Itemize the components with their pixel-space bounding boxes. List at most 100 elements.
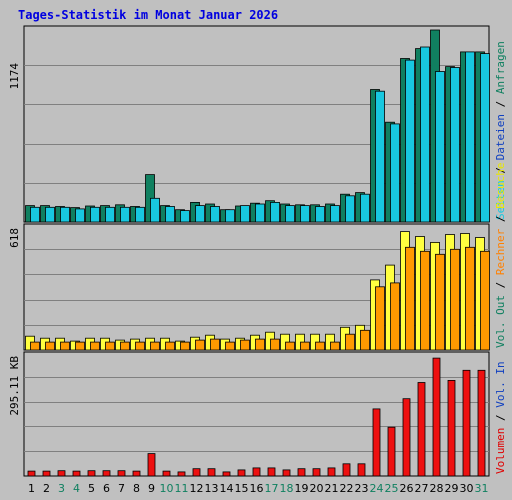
x-tick-label: 24 (370, 482, 384, 495)
legend-item: Rechner (494, 228, 507, 275)
bar-rechner-day-25 (390, 282, 400, 351)
bar-rechner-day-3 (60, 341, 70, 351)
bar-rechner-day-16 (255, 338, 265, 351)
y-tick-label: 618 (8, 228, 21, 248)
x-tick-label: 30 (460, 482, 474, 495)
bar-volumen-day-31 (477, 369, 486, 477)
x-tick-label: 23 (355, 482, 369, 495)
panel-1: 1174 Seiten / Dateien / Anfragen (8, 25, 507, 223)
x-tick-label: 25 (385, 482, 399, 495)
bar-seiten-day-25 (390, 123, 400, 223)
legend-item: Anfragen (494, 41, 507, 94)
bar-rechner-day-11 (180, 341, 190, 351)
bar-seiten-day-2 (45, 206, 55, 223)
x-tick-label: 5 (88, 482, 95, 495)
x-tick-label: 29 (445, 482, 459, 495)
y-tick-label: 1174 (8, 63, 21, 90)
bar-seiten-day-12 (195, 205, 205, 223)
x-tick-label: 2 (43, 482, 50, 495)
bar-volumen-day-16 (252, 467, 261, 477)
panel-2: 618 Vol. Out / Rechner / Besuche (8, 163, 507, 351)
bar-volumen-day-28 (432, 357, 441, 477)
bar-seiten-day-17 (270, 201, 280, 223)
legend-item: Dateien (494, 114, 507, 160)
legend-item: Volumen (494, 428, 507, 474)
legend-separator: / (494, 408, 507, 428)
bar-volumen-day-26 (402, 398, 411, 477)
bar-seiten-day-28 (435, 71, 445, 223)
bar-rechner-day-31 (480, 250, 490, 351)
bar-seiten-day-20 (315, 206, 325, 223)
x-tick-label: 14 (220, 482, 234, 495)
bar-seiten-day-8 (135, 206, 145, 223)
bar-seiten-day-30 (465, 51, 475, 223)
bar-rechner-day-12 (195, 339, 205, 351)
bar-seiten-day-18 (285, 205, 295, 223)
bar-volumen-day-6 (102, 470, 111, 477)
x-tick-label: 10 (160, 482, 174, 495)
legend: Volumen / Vol. In (494, 361, 507, 474)
bar-seiten-day-1 (30, 206, 40, 223)
plot-area (23, 351, 490, 477)
bar-volumen-day-15 (237, 469, 246, 477)
bar-volumen-day-23 (357, 463, 366, 477)
bar-volumen-day-24 (372, 408, 381, 477)
legend-separator: / (494, 209, 507, 229)
bar-volumen-day-27 (417, 382, 426, 477)
bar-volumen-day-21 (327, 467, 336, 477)
bar-rechner-day-19 (300, 341, 310, 351)
bar-seiten-day-13 (210, 206, 220, 223)
x-tick-label: 15 (235, 482, 249, 495)
bar-rechner-day-6 (105, 341, 115, 351)
bar-volumen-day-7 (117, 470, 126, 477)
bar-volumen-day-10 (162, 470, 171, 477)
bar-rechner-day-10 (165, 341, 175, 351)
bar-rechner-day-2 (45, 341, 55, 351)
x-tick-label: 12 (190, 482, 204, 495)
x-tick-label: 16 (250, 482, 264, 495)
bar-volumen-day-1 (27, 470, 36, 477)
x-tick-label: 9 (148, 482, 155, 495)
chart-title: Tages-Statistik im Monat Januar 2026 (18, 8, 278, 22)
x-tick-label: 6 (103, 482, 110, 495)
bar-seiten-day-23 (360, 193, 370, 223)
x-tick-label: 27 (415, 482, 429, 495)
bar-seiten-day-26 (405, 59, 415, 223)
x-axis-labels: 1 2 3 4 5 6 7 8 9 10 11 12 13 14 15 16 17 18 19 20 21 22 23 24 2… (28, 482, 489, 495)
bar-rechner-day-18 (285, 341, 295, 351)
x-tick-label: 1 (28, 482, 35, 495)
x-tick-label: 13 (205, 482, 219, 495)
bar-seiten-day-21 (330, 205, 340, 223)
bar-volumen-day-20 (312, 468, 321, 477)
bar-rechner-day-24 (375, 286, 385, 351)
bar-volumen-day-19 (297, 468, 306, 477)
bar-rechner-day-20 (315, 341, 325, 351)
bar-rechner-day-29 (450, 248, 460, 351)
bar-seiten-day-6 (105, 206, 115, 223)
bar-seiten-day-19 (300, 205, 310, 223)
legend-separator: / (494, 160, 507, 180)
bar-volumen-day-30 (462, 369, 471, 477)
legend: Seiten / Dateien / Anfragen (494, 41, 507, 220)
x-tick-label: 22 (340, 482, 354, 495)
x-tick-label: 20 (310, 482, 324, 495)
legend-item: Seiten (494, 180, 507, 220)
bar-seiten-day-14 (225, 209, 235, 223)
x-tick-label: 7 (118, 482, 125, 495)
bar-seiten-day-9 (150, 197, 160, 223)
bar-seiten-day-27 (420, 46, 430, 223)
bar-volumen-day-22 (342, 463, 351, 477)
legend-item: Vol. In (494, 361, 507, 407)
legend: Vol. Out / Rechner / Besuche (494, 163, 507, 348)
bar-rechner-day-9 (150, 341, 160, 351)
bar-volumen-day-13 (207, 468, 216, 477)
bar-rechner-day-14 (225, 341, 235, 351)
bar-volumen-day-12 (192, 468, 201, 477)
x-tick-label: 19 (295, 482, 309, 495)
bar-seiten-day-15 (240, 205, 250, 223)
bar-rechner-day-8 (135, 341, 145, 351)
x-tick-label: 11 (175, 482, 189, 495)
bar-rechner-day-15 (240, 339, 250, 351)
bar-rechner-day-13 (210, 338, 220, 351)
